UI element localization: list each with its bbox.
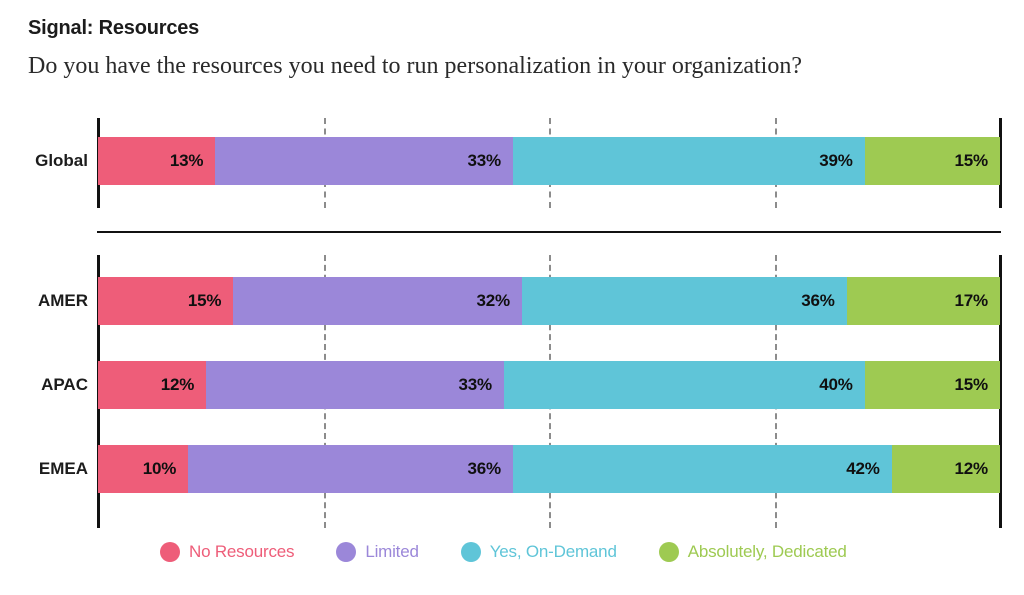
bar-segment-value: 42% <box>846 459 880 478</box>
bar-segment[interactable]: 15% <box>98 277 234 325</box>
bar-segment[interactable]: 10% <box>98 445 189 493</box>
legend-item[interactable]: Limited <box>336 542 419 562</box>
bar-segment-value: 15% <box>954 151 989 170</box>
bar-segment-value: 40% <box>819 375 853 394</box>
legend-swatch-icon <box>336 542 357 562</box>
bar-segment-value: 15% <box>187 291 222 310</box>
legend-swatch-icon <box>658 542 679 562</box>
legend-label: Yes, On-Demand <box>489 542 617 561</box>
bar-segment-value: 39% <box>819 151 853 170</box>
bar-segment-value: 33% <box>458 375 492 394</box>
bar-segment-value: 17% <box>954 291 989 310</box>
bar-segment[interactable]: 17% <box>846 277 1000 325</box>
bar-segment-value: 36% <box>801 291 835 310</box>
bar-segment[interactable]: 12% <box>98 361 207 409</box>
legend-swatch-icon <box>160 542 180 562</box>
bar-segment-value: 12% <box>160 375 195 394</box>
stacked-bar: 13% 33% 39% 15% <box>98 137 1000 185</box>
bar-segment[interactable]: 42% <box>512 445 892 493</box>
row-label-global: Global <box>35 151 88 170</box>
bar-row-apac: APAC 12% 33% 40% 15% <box>0 361 1024 409</box>
bar-row-emea: EMEA 10% 36% 42% 12% <box>0 445 1024 493</box>
stacked-bar: 10% 36% 42% 12% <box>98 445 1000 493</box>
bar-segment-value: 13% <box>169 151 204 170</box>
stacked-bar: 15% 32% 36% 17% <box>98 277 1000 325</box>
legend-label: No Resources <box>189 542 295 561</box>
stacked-bar: 12% 33% 40% 15% <box>98 361 1000 409</box>
bar-row-global: Global 13% 33% 39% 15% <box>0 137 1024 185</box>
bar-segment[interactable]: 13% <box>98 137 216 185</box>
bar-segment-value: 10% <box>142 459 177 478</box>
group-divider <box>97 231 1001 233</box>
axis-line-right-0 <box>999 118 1002 208</box>
page-title: Signal: Resources <box>28 17 200 39</box>
bar-segment[interactable]: 15% <box>864 361 1000 409</box>
row-label-amer: AMER <box>37 291 88 310</box>
bar-segment-value: 32% <box>476 291 510 310</box>
bar-segment-value: 15% <box>954 375 989 394</box>
bar-segment[interactable]: 15% <box>864 137 1000 185</box>
chart-legend: No Resources Limited Yes, On-Demand Absolut… <box>160 542 889 562</box>
bar-segment[interactable]: 12% <box>891 445 1000 493</box>
bar-segment[interactable]: 33% <box>206 361 504 409</box>
axis-line-right-1 <box>999 255 1002 528</box>
bar-segment-value: 36% <box>467 459 501 478</box>
row-label-emea: EMEA <box>38 459 88 478</box>
legend-swatch-icon <box>460 542 481 562</box>
legend-item[interactable]: Absolutely, Dedicated <box>658 542 847 562</box>
bar-row-amer: AMER 15% 32% 36% 17% <box>0 277 1024 325</box>
legend-label: Limited <box>365 542 419 561</box>
bar-segment[interactable]: 32% <box>233 277 522 325</box>
bar-segment[interactable]: 40% <box>503 361 865 409</box>
chart-question: Do you have the resources you need to ru… <box>28 53 802 79</box>
legend-item[interactable]: Yes, On-Demand <box>460 542 617 562</box>
bar-segment[interactable]: 36% <box>521 277 847 325</box>
legend-item[interactable]: No Resources <box>160 542 295 562</box>
legend-label: Absolutely, Dedicated <box>687 542 847 561</box>
bar-segment-value: 12% <box>954 459 989 478</box>
bar-segment[interactable]: 36% <box>188 445 513 493</box>
row-label-apac: APAC <box>41 375 88 394</box>
bar-segment[interactable]: 39% <box>512 137 865 185</box>
bar-segment[interactable]: 33% <box>215 137 513 185</box>
bar-segment-value: 33% <box>467 151 501 170</box>
